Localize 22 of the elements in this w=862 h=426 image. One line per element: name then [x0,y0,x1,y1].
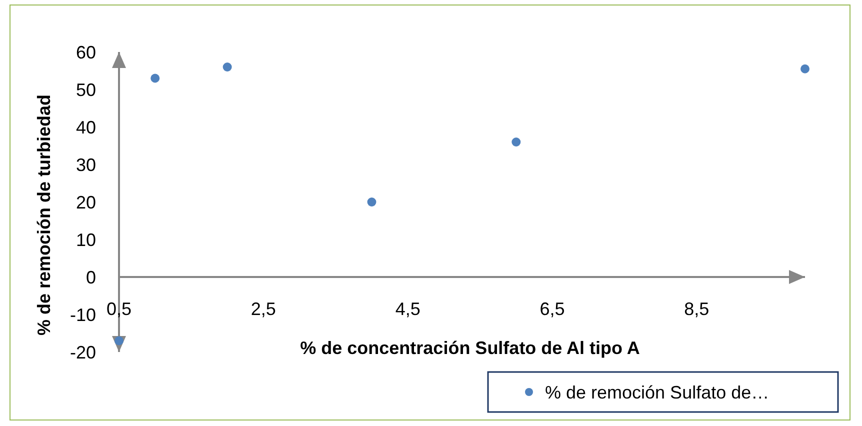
y-tick-label: 20 [76,192,96,212]
y-tick-label: -20 [70,342,96,362]
y-tick-label: 0 [86,267,96,288]
y-tick-label: 40 [76,117,96,138]
legend-label: % de remoción Sulfato de… [545,382,770,402]
x-tick-label: 6,5 [540,299,565,319]
y-tick-label: 10 [76,230,96,250]
point [512,138,521,146]
point [150,74,160,83]
x-axis-title: % de concentración Sulfato de Al tipo A [300,338,640,358]
point [800,64,810,74]
y-axis-title: % de remoción de turbiedad [34,94,54,336]
x-tick-label: 8,5 [684,299,710,319]
y-tick-label: 50 [76,80,96,100]
y-tick-label: 30 [76,154,96,175]
y-tick-label: -10 [70,304,96,325]
x-tick-label: 0,5 [106,299,132,319]
x-tick-label: 2,5 [250,299,276,319]
point [367,198,376,206]
point [222,62,232,72]
x-tick-label: 4,5 [395,299,420,319]
y-tick-label: 60 [76,42,96,62]
